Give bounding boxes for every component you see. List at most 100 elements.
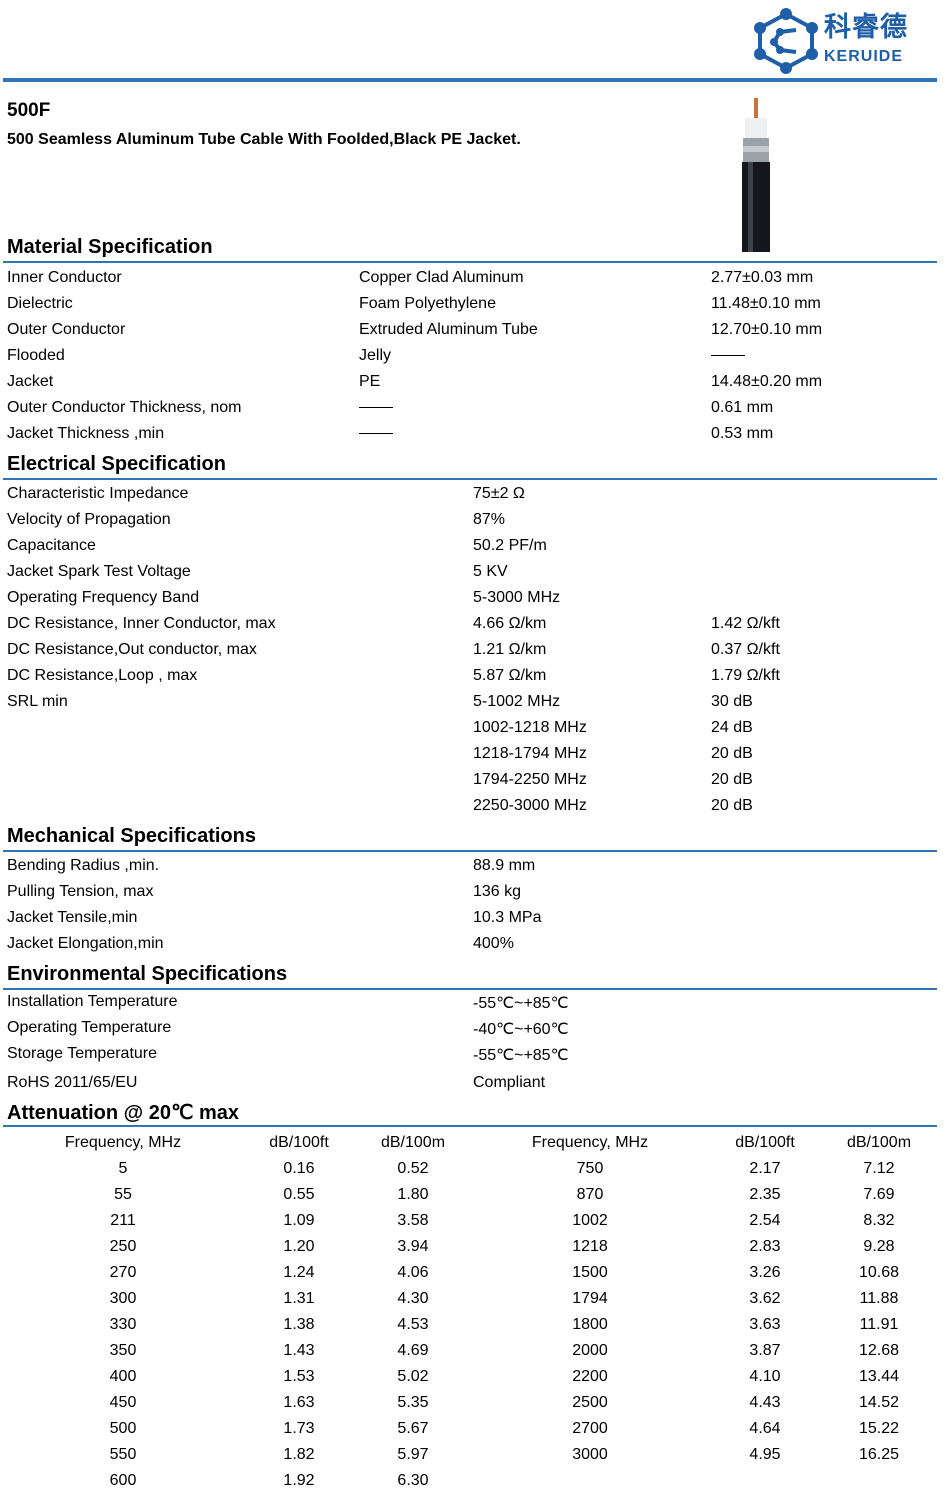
table-cell: 2.77±0.03 mm bbox=[711, 269, 814, 286]
table-cell: 1.53 bbox=[283, 1368, 315, 1385]
table-cell: 1.80 bbox=[397, 1186, 429, 1203]
table-cell: 87% bbox=[473, 511, 506, 528]
table-cell: 1500 bbox=[572, 1264, 608, 1281]
table-cell: 5.97 bbox=[397, 1446, 429, 1463]
table-cell: 0.52 bbox=[397, 1160, 429, 1177]
table-cell: Jacket Elongation,min bbox=[7, 935, 164, 952]
table-cell: 330 bbox=[109, 1316, 137, 1333]
table-row: 350 1.43 4.69 2000 3.87 12.68 bbox=[0, 1338, 946, 1364]
table-cell: Pulling Tension, max bbox=[7, 883, 154, 900]
table-cell: 1.73 bbox=[283, 1420, 315, 1437]
section-title: Environmental Specifications bbox=[7, 963, 288, 985]
table-cell: Flooded bbox=[7, 347, 65, 364]
table-cell: PE bbox=[359, 373, 381, 390]
table-cell: 20 dB bbox=[711, 771, 753, 788]
table-cell: 2.83 bbox=[749, 1238, 781, 1255]
logo-text-en: KERUIDE bbox=[824, 48, 904, 65]
table-cell: 30 dB bbox=[711, 693, 753, 710]
table-row: Outer Conductor Thickness, nom 0.61 mm bbox=[0, 395, 946, 421]
table-cell: Storage Temperature bbox=[7, 1045, 158, 1062]
section-title: Material Specification bbox=[7, 236, 213, 258]
table-cell: 16.25 bbox=[858, 1446, 900, 1463]
table-cell: Bending Radius ,min. bbox=[7, 857, 160, 874]
table-cell: 3.58 bbox=[397, 1212, 429, 1229]
table-cell: Copper Clad Aluminum bbox=[359, 269, 524, 286]
table-cell: Jacket Spark Test Voltage bbox=[7, 563, 191, 580]
table-row: 1218-1794 MHz 20 dB bbox=[0, 741, 946, 767]
table-row: Jacket PE 14.48±0.20 mm bbox=[0, 369, 946, 395]
table-row: 300 1.31 4.30 1794 3.62 11.88 bbox=[0, 1286, 946, 1312]
table-cell: 1.09 bbox=[283, 1212, 315, 1229]
table-cell: 270 bbox=[109, 1264, 137, 1281]
table-row: Jacket Elongation,min 400% bbox=[0, 931, 946, 957]
table-row: Operating Temperature -40℃~+60℃ bbox=[0, 1015, 946, 1041]
table-cell: 550 bbox=[109, 1446, 137, 1463]
table-cell: Inner Conductor bbox=[7, 269, 122, 286]
table-row: 250 1.20 3.94 1218 2.83 9.28 bbox=[0, 1234, 946, 1260]
table-cell: 4.69 bbox=[397, 1342, 429, 1359]
cable-image bbox=[742, 98, 770, 252]
table-cell: Outer Conductor bbox=[7, 321, 126, 338]
table-cell: 750 bbox=[576, 1160, 604, 1177]
table-cell: Operating Frequency Band bbox=[7, 589, 200, 606]
table-cell: 6.30 bbox=[397, 1472, 429, 1489]
table-cell: 5.02 bbox=[397, 1368, 429, 1385]
table-cell: 1.20 bbox=[283, 1238, 315, 1255]
table-cell bbox=[359, 425, 393, 443]
table-cell: RoHS 2011/65/EU bbox=[7, 1074, 138, 1091]
table-cell: 1.79 Ω/kft bbox=[711, 667, 780, 684]
table-cell: 0.37 Ω/kft bbox=[711, 641, 780, 658]
table-cell: 600 bbox=[109, 1472, 137, 1489]
table-cell: -40℃~+60℃ bbox=[473, 1021, 569, 1038]
table-cell: 10.68 bbox=[858, 1264, 900, 1281]
table-cell: 250 bbox=[109, 1238, 137, 1255]
table-cell: 75±2 Ω bbox=[473, 485, 525, 502]
table-cell: Foam Polyethylene bbox=[359, 295, 496, 312]
table-cell: 4.95 bbox=[749, 1446, 781, 1463]
table-cell: 1.82 bbox=[283, 1446, 315, 1463]
table-cell: Jacket Tensile,min bbox=[7, 909, 138, 926]
table-row: Jacket Thickness ,min 0.53 mm bbox=[0, 421, 946, 447]
table-cell: 24 dB bbox=[711, 719, 753, 736]
table-cell: Jacket bbox=[7, 373, 54, 390]
table-cell: 870 bbox=[576, 1186, 604, 1203]
molecule-logo-icon bbox=[754, 8, 818, 74]
table-cell: 350 bbox=[109, 1342, 137, 1359]
table-cell: 1794-2250 MHz bbox=[473, 771, 587, 788]
table-row: 5 0.16 0.52 750 2.17 7.12 bbox=[0, 1156, 946, 1182]
table-cell: 20 dB bbox=[711, 745, 753, 762]
table-cell: -55℃~+85℃ bbox=[473, 1047, 569, 1064]
table-cell: 5-3000 MHz bbox=[473, 589, 561, 606]
table-cell: 400% bbox=[473, 935, 514, 952]
keruide-logo: 科睿德 KERUIDE bbox=[752, 8, 938, 74]
table-cell: -55℃~+85℃ bbox=[473, 995, 569, 1012]
table-cell: 5-1002 MHz bbox=[473, 693, 561, 710]
table-cell: 2.35 bbox=[749, 1186, 781, 1203]
table-cell: 5.87 Ω/km bbox=[473, 667, 547, 684]
table-row: DC Resistance,Loop , max 5.87 Ω/km 1.79 Ω/… bbox=[0, 663, 946, 689]
table-cell: 2.17 bbox=[749, 1160, 781, 1177]
table-cell: 1.42 Ω/kft bbox=[711, 615, 780, 632]
table-cell: 1218 bbox=[572, 1238, 608, 1255]
table-row: Inner Conductor Copper Clad Aluminum 2.77±… bbox=[0, 265, 946, 291]
table-cell: 136 kg bbox=[473, 883, 522, 900]
table-row: 1002-1218 MHz 24 dB bbox=[0, 715, 946, 741]
table-cell: Compliant bbox=[473, 1074, 546, 1091]
product-model: 500F bbox=[7, 100, 51, 121]
table-row: Jacket Spark Test Voltage 5 KV bbox=[0, 559, 946, 585]
table-cell: 20 dB bbox=[711, 797, 753, 814]
table-cell: 1002-1218 MHz bbox=[473, 719, 587, 736]
table-row: Installation Temperature -55℃~+85℃ bbox=[0, 989, 946, 1015]
table-cell: Jelly bbox=[359, 347, 392, 364]
table-cell: 1.92 bbox=[283, 1472, 315, 1489]
table-cell: 2500 bbox=[572, 1394, 608, 1411]
table-cell: 400 bbox=[109, 1368, 137, 1385]
table-cell: 1794 bbox=[572, 1290, 608, 1307]
table-row: Operating Frequency Band 5-3000 MHz bbox=[0, 585, 946, 611]
table-cell: 211 bbox=[110, 1212, 136, 1229]
table-row: Dielectric Foam Polyethylene 11.48±0.10 mm bbox=[0, 291, 946, 317]
dash-placeholder bbox=[711, 355, 745, 357]
table-header-row: Frequency, MHz dB/100ft dB/100m Frequency, … bbox=[0, 1130, 946, 1156]
table-cell: Characteristic Impedance bbox=[7, 485, 189, 502]
